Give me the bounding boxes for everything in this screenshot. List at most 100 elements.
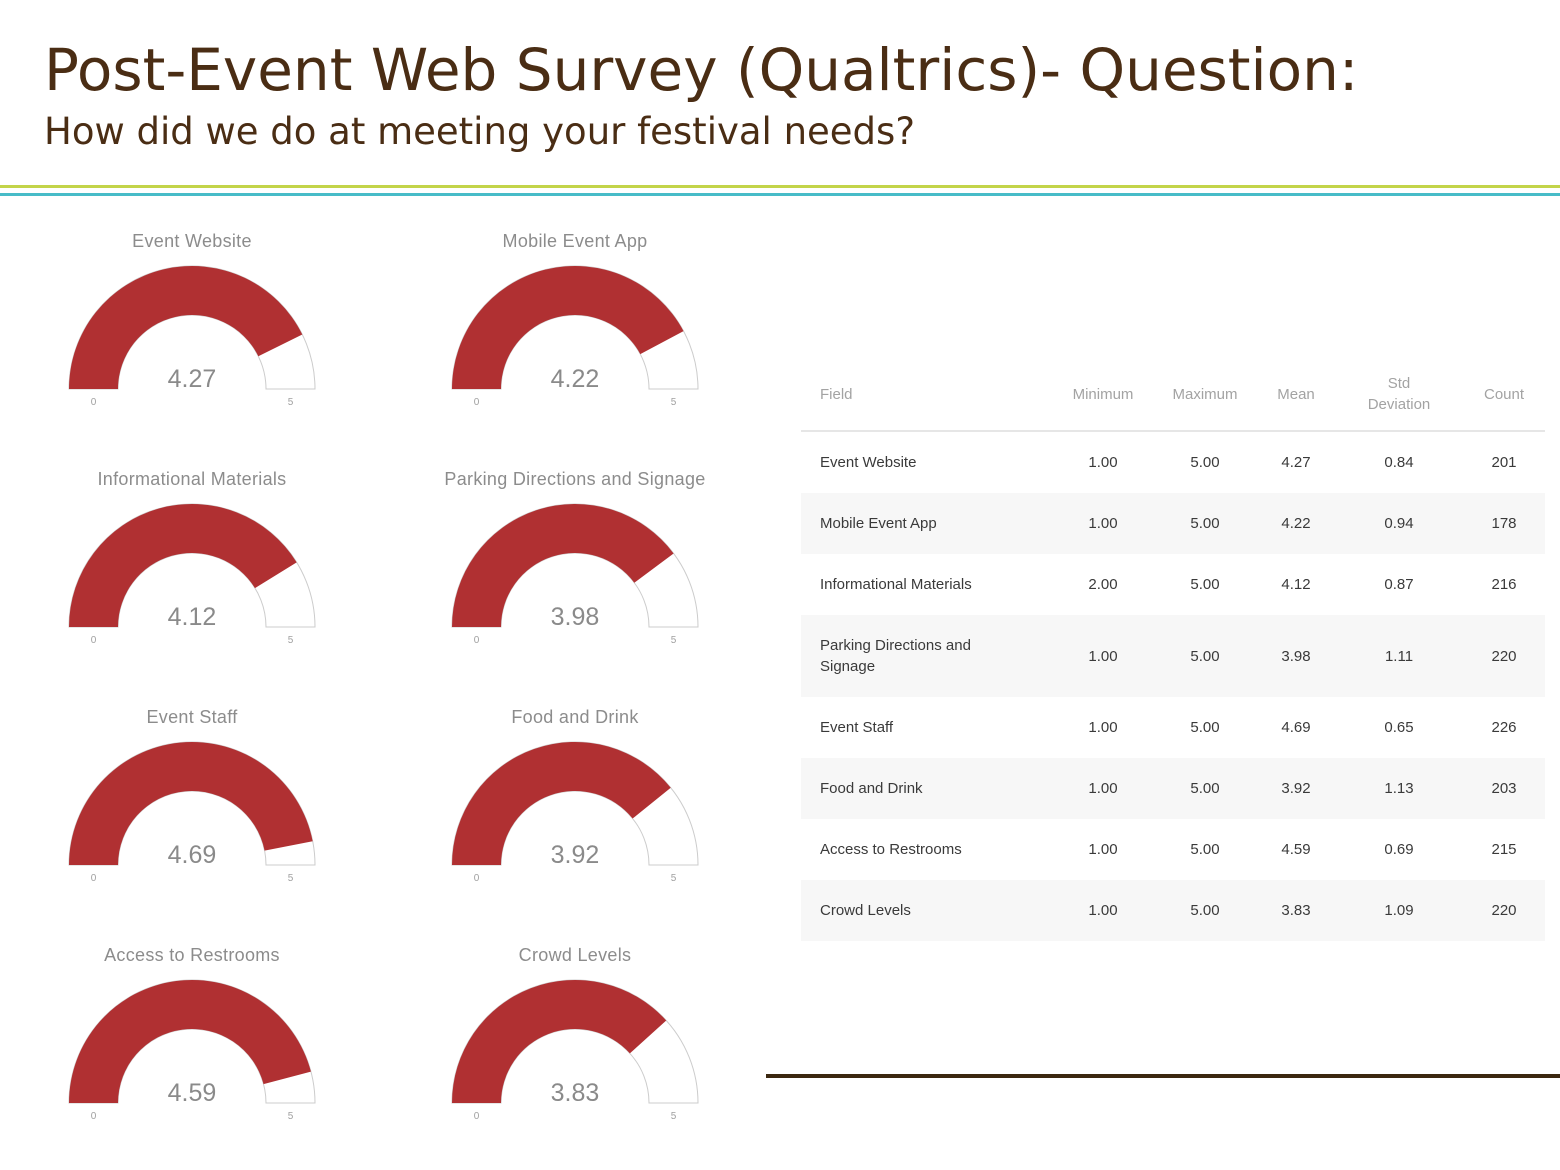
gauge-value-label: 4.12 — [168, 603, 217, 631]
cell-minimum: 1.00 — [1088, 454, 1118, 471]
gauge-max-label: 5 — [288, 397, 294, 408]
gauge-fill — [69, 503, 297, 627]
gauge-title: Crowd Levels — [518, 945, 632, 965]
cell-minimum: 1.00 — [1088, 902, 1118, 919]
cell-maximum: 5.00 — [1190, 576, 1220, 593]
gauge-chart: 4.12 0 5 — [68, 503, 316, 646]
gauge-min-label: 0 — [91, 397, 97, 408]
cell-field: Crowd Levels — [820, 902, 911, 919]
divider-green — [0, 185, 1560, 188]
gauge: 4.12 0 5 Informational Materials — [32, 469, 352, 669]
gauge-value-label: 3.98 — [551, 603, 600, 631]
cell-count: 220 — [1491, 902, 1517, 919]
gauge: 3.83 0 5 Crowd Levels — [415, 945, 735, 1145]
cell-std-deviation: 0.87 — [1384, 576, 1414, 593]
gauge-grid: 4.27 0 5 Event Website 4.22 0 5 Mobile Event Ap… — [0, 0, 760, 1170]
table-row: Parking Directions and Signage 1.00 5.00 3.… — [801, 615, 1545, 697]
table-row: Event Website 1.00 5.00 4.27 0.84 201 — [801, 431, 1545, 493]
gauge-max-label: 5 — [671, 635, 677, 646]
column-header-count: Count — [1463, 358, 1545, 432]
cell-std-deviation: 0.94 — [1384, 515, 1414, 532]
gauge-chart: 4.22 0 5 — [451, 265, 699, 408]
page-subtitle: How did we do at meeting your festival n… — [44, 110, 915, 153]
cell-mean: 4.69 — [1281, 719, 1311, 736]
page-title: Post-Event Web Survey (Qualtrics)- Quest… — [44, 36, 1359, 104]
cell-minimum: 1.00 — [1088, 780, 1118, 797]
cell-count: 220 — [1491, 647, 1517, 665]
column-header-minimum: Minimum — [1053, 358, 1153, 432]
cell-count: 215 — [1491, 841, 1517, 858]
gauge-title: Event Staff — [146, 707, 238, 727]
table-row: Mobile Event App 1.00 5.00 4.22 0.94 178 — [801, 493, 1545, 554]
table-row: Crowd Levels 1.00 5.00 3.83 1.09 220 — [801, 880, 1545, 941]
table-row: Access to Restrooms 1.00 5.00 4.59 0.69 215 — [801, 819, 1545, 880]
cell-maximum: 5.00 — [1190, 902, 1220, 919]
cell-mean: 3.98 — [1281, 647, 1311, 665]
gauge-fill — [452, 741, 671, 865]
stats-table: Field Minimum Maximum Mean Std Deviation… — [801, 358, 1545, 941]
cell-maximum: 5.00 — [1190, 780, 1220, 797]
gauge-value-label: 4.69 — [168, 841, 217, 869]
gauge-fill — [69, 980, 311, 1103]
gauge-max-label: 5 — [671, 397, 677, 408]
gauge-value-label: 4.27 — [168, 365, 217, 393]
table-row: Food and Drink 1.00 5.00 3.92 1.13 203 — [801, 758, 1545, 819]
gauge-value-label: 3.92 — [551, 841, 600, 869]
gauge-min-label: 0 — [91, 635, 97, 646]
column-header-mean: Mean — [1257, 358, 1335, 432]
cell-std-deviation: 1.09 — [1384, 902, 1414, 919]
cell-field: Event Staff — [820, 719, 894, 736]
cell-maximum: 5.00 — [1190, 454, 1220, 471]
gauge-min-label: 0 — [474, 635, 480, 646]
gauge-min-label: 0 — [474, 1111, 480, 1122]
cell-minimum: 2.00 — [1088, 576, 1118, 593]
cell-std-deviation: 0.69 — [1384, 841, 1414, 858]
gauge: 3.92 0 5 Food and Drink — [415, 707, 735, 907]
gauge-title: Access to Restrooms — [104, 945, 280, 965]
gauge-chart: 3.83 0 5 — [451, 979, 699, 1122]
cell-minimum: 1.00 — [1088, 841, 1118, 858]
gauge: 4.27 0 5 Event Website — [32, 231, 352, 431]
cell-maximum: 5.00 — [1190, 515, 1220, 532]
gauge-max-label: 5 — [671, 1111, 677, 1122]
cell-std-deviation: 0.65 — [1384, 719, 1414, 736]
cell-std-deviation: 0.84 — [1384, 454, 1414, 471]
cell-count: 178 — [1491, 515, 1517, 532]
gauge-max-label: 5 — [671, 873, 677, 884]
gauge: 4.22 0 5 Mobile Event App — [415, 231, 735, 431]
gauge-chart: 4.27 0 5 — [68, 265, 316, 408]
gauge-max-label: 5 — [288, 873, 294, 884]
gauge-min-label: 0 — [91, 873, 97, 884]
gauge-value-label: 4.59 — [168, 1079, 217, 1107]
divider-bottom — [766, 1074, 1560, 1078]
cell-mean: 4.22 — [1281, 515, 1311, 532]
gauge-value-label: 3.83 — [551, 1079, 600, 1107]
cell-count: 226 — [1491, 719, 1517, 736]
cell-field: Informational Materials — [820, 576, 972, 593]
gauge-fill — [452, 266, 684, 389]
cell-maximum: 5.00 — [1190, 647, 1220, 665]
gauge-max-label: 5 — [288, 1111, 294, 1122]
gauge-fill — [69, 742, 313, 865]
gauge-title: Informational Materials — [97, 469, 287, 489]
gauge-title: Food and Drink — [511, 707, 639, 727]
gauge-min-label: 0 — [91, 1111, 97, 1122]
table-row: Event Staff 1.00 5.00 4.69 0.65 226 — [801, 697, 1545, 758]
gauge: 4.69 0 5 Event Staff — [32, 707, 352, 907]
cell-field: Food and Drink — [820, 780, 923, 797]
cell-field: Parking Directions and Signage — [820, 637, 971, 675]
cell-count: 203 — [1491, 780, 1517, 797]
gauge-chart: 4.59 0 5 — [68, 979, 316, 1122]
cell-minimum: 1.00 — [1088, 647, 1118, 665]
table-header-row: Field Minimum Maximum Mean Std Deviation… — [801, 358, 1545, 432]
gauge-fill — [452, 504, 674, 627]
gauge-chart: 4.69 0 5 — [68, 741, 316, 884]
gauge-min-label: 0 — [474, 873, 480, 884]
gauge-chart: 3.92 0 5 — [451, 741, 699, 884]
gauge-min-label: 0 — [474, 397, 480, 408]
gauge-title: Parking Directions and Signage — [444, 469, 706, 489]
cell-minimum: 1.00 — [1088, 719, 1118, 736]
cell-field: Event Website — [820, 454, 917, 471]
column-header-maximum: Maximum — [1153, 358, 1257, 432]
gauge-max-label: 5 — [288, 635, 294, 646]
